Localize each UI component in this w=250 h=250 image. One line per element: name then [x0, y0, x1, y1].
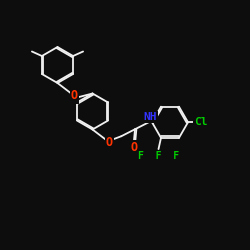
Text: F  F  F: F F F: [138, 151, 179, 161]
Text: Cl: Cl: [194, 117, 208, 127]
Text: O: O: [106, 136, 113, 149]
Text: O: O: [71, 90, 78, 102]
Text: O: O: [130, 142, 137, 154]
Text: NH: NH: [143, 112, 157, 122]
